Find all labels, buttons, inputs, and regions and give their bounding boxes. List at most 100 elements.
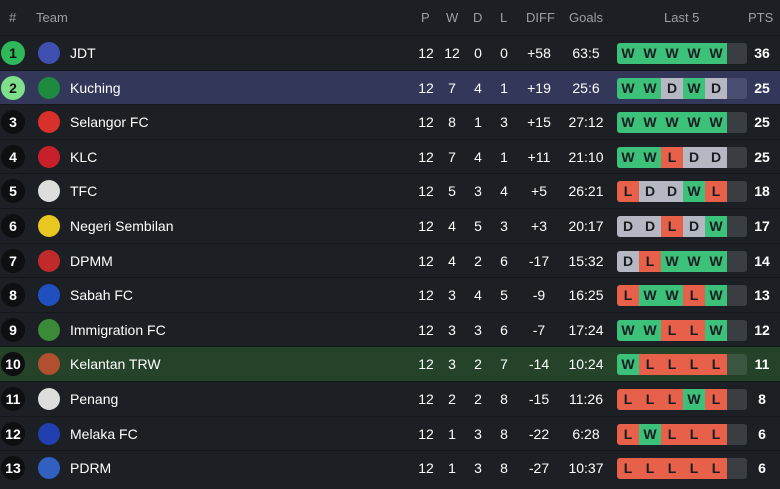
rank-badge: 11 <box>1 386 25 411</box>
cell-diff: +3 <box>531 217 547 234</box>
cell-d: 3 <box>474 321 482 338</box>
cell-l: 3 <box>500 217 508 234</box>
cell-diff: +11 <box>527 148 551 165</box>
table-row[interactable]: 9 Immigration FC 12 3 3 6 -7 17:24 W W L L W 12 <box>0 311 780 347</box>
form-result: L <box>661 319 683 341</box>
team-name[interactable]: PDRM <box>70 460 112 477</box>
form-result: W <box>661 112 683 134</box>
cell-pts: 18 <box>754 183 770 200</box>
form-result: W <box>683 112 705 134</box>
form-result: W <box>705 215 727 237</box>
header-diff: DIFF <box>526 10 555 25</box>
team-name[interactable]: Kuching <box>70 79 121 96</box>
header-w: W <box>446 10 459 25</box>
team-name[interactable]: Negeri Sembilan <box>70 217 174 234</box>
cell-pts: 25 <box>754 114 770 131</box>
form-result: W <box>639 423 661 445</box>
cell-w: 3 <box>448 287 456 304</box>
form-result: L <box>617 423 639 445</box>
team-name[interactable]: Kelantan TRW <box>70 356 161 373</box>
cell-pts: 13 <box>754 287 770 304</box>
cell-d: 4 <box>474 148 482 165</box>
cell-goals: 10:37 <box>568 460 604 477</box>
form-result: D <box>639 181 661 203</box>
cell-pts: 36 <box>754 45 770 61</box>
cell-w: 5 <box>448 183 456 200</box>
form-result: L <box>617 181 639 203</box>
header-team: Team <box>36 10 68 25</box>
table-row[interactable]: 1 JDT 12 12 0 0 +58 63:5 W W W W W 36 <box>0 35 780 70</box>
form-result: L <box>617 388 639 410</box>
cell-goals: 10:24 <box>568 356 604 373</box>
form-result: L <box>683 423 705 445</box>
cell-p: 12 <box>418 79 434 96</box>
table-row[interactable]: 13 PDRM 12 1 3 8 -27 10:37 L L L L L 6 <box>0 450 780 485</box>
header-pts: PTS <box>748 10 774 25</box>
table-row[interactable]: 6 Negeri Sembilan 12 4 5 3 +3 20:17 D D L D W 17 <box>0 207 780 243</box>
team-name[interactable]: Immigration FC <box>70 321 166 338</box>
cell-diff: -22 <box>528 425 550 442</box>
cell-p: 12 <box>418 321 434 338</box>
table-row[interactable]: 3 Selangor FC 12 8 1 3 +15 27:12 W W W W W 25 <box>0 104 780 139</box>
cell-w: 4 <box>448 217 456 234</box>
table-row[interactable]: 2 Kuching 12 7 4 1 +19 25:6 W W D W D 25 <box>0 69 780 105</box>
team-logo-icon <box>38 457 60 480</box>
cell-w: 3 <box>448 321 456 338</box>
form-result: L <box>705 423 727 445</box>
cell-w: 3 <box>448 356 456 373</box>
team-name[interactable]: Melaka FC <box>70 425 138 442</box>
table-row[interactable]: 10 Kelantan TRW 12 3 2 7 -14 10:24 W L L L L 11 <box>0 346 780 381</box>
form-result: W <box>617 354 639 376</box>
cell-w: 4 <box>448 252 456 269</box>
form-result: W <box>705 319 727 341</box>
team-name[interactable]: Selangor FC <box>70 114 149 131</box>
team-logo-icon <box>38 42 60 64</box>
form-result: W <box>705 43 727 64</box>
form-result: L <box>617 458 639 480</box>
team-name[interactable]: JDT <box>70 45 96 61</box>
rank-badge: 9 <box>1 317 25 342</box>
team-name[interactable]: Sabah FC <box>70 287 134 304</box>
team-name[interactable]: DPMM <box>70 252 113 269</box>
team-name[interactable]: Penang <box>70 390 119 407</box>
table-row[interactable]: 11 Penang 12 2 2 8 -15 11:26 L L L W L 8 <box>0 380 780 416</box>
cell-goals: 27:12 <box>568 114 604 131</box>
table-row[interactable]: 8 Sabah FC 12 3 4 5 -9 16:25 L W W L W 13 <box>0 277 780 312</box>
form-result: L <box>661 146 683 168</box>
cell-goals: 26:21 <box>568 183 604 200</box>
team-name[interactable]: TFC <box>70 183 98 200</box>
team-logo-icon <box>38 76 60 99</box>
form-result: L <box>705 354 727 376</box>
cell-l: 3 <box>500 114 508 131</box>
form-result: D <box>639 215 661 237</box>
cell-pts: 14 <box>754 252 770 269</box>
form-result: L <box>683 285 705 307</box>
table-row[interactable]: 7 DPMM 12 4 2 6 -17 15:32 D L W W W 14 <box>0 242 780 278</box>
cell-pts: 17 <box>754 217 770 234</box>
cell-goals: 20:17 <box>568 217 604 234</box>
table-row[interactable]: 4 KLC 12 7 4 1 +11 21:10 W W L D D 25 <box>0 138 780 174</box>
form-result: L <box>683 354 705 376</box>
team-logo-icon <box>38 318 60 341</box>
form-result: L <box>661 458 683 480</box>
cell-l: 1 <box>500 79 508 96</box>
form-result: D <box>617 215 639 237</box>
cell-diff: -14 <box>528 356 550 373</box>
cell-diff: -9 <box>532 287 546 304</box>
cell-l: 7 <box>500 356 508 373</box>
form-result: W <box>661 250 683 272</box>
rank-badge: 6 <box>1 213 25 238</box>
form-result: W <box>683 250 705 272</box>
cell-l: 4 <box>500 183 508 200</box>
team-name[interactable]: KLC <box>70 148 98 165</box>
table-row[interactable]: 12 Melaka FC 12 1 3 8 -22 6:28 L W L L L 6 <box>0 415 780 451</box>
cell-diff: -15 <box>528 390 550 407</box>
form-result: D <box>617 250 639 272</box>
table-row[interactable]: 5 TFC 12 5 3 4 +5 26:21 L D D W L 18 <box>0 173 780 208</box>
cell-w: 7 <box>448 148 456 165</box>
